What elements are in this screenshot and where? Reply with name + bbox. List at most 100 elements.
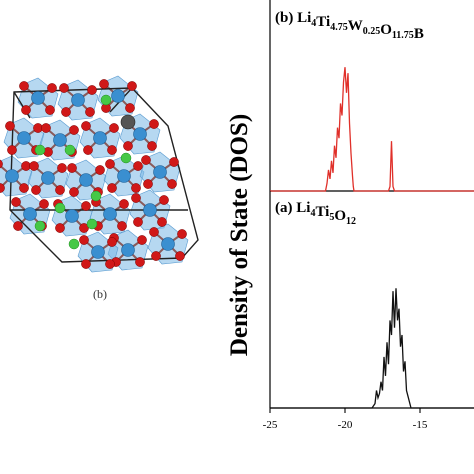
- formula-element: Li: [296, 200, 310, 216]
- oxygen-atom: [107, 145, 117, 155]
- formula-subscript: 5: [329, 212, 334, 223]
- structure-caption: (b): [93, 287, 107, 301]
- oxygen-atom: [41, 123, 51, 133]
- oxygen-atom: [117, 221, 127, 231]
- panel-label-prefix: (b): [275, 10, 297, 26]
- oxygen-atom: [31, 185, 41, 195]
- formula-subscript: 4: [310, 208, 315, 219]
- oxygen-atom: [119, 199, 129, 209]
- oxygen-atom: [67, 163, 77, 173]
- oxygen-atom: [55, 185, 65, 195]
- titanium-atom: [91, 245, 105, 259]
- oxygen-atom: [5, 121, 15, 131]
- lithium-atom: [120, 152, 132, 164]
- oxygen-atom: [149, 227, 159, 237]
- oxygen-atom: [19, 183, 29, 193]
- oxygen-atom: [141, 155, 151, 165]
- oxygen-atom: [157, 217, 167, 227]
- oxygen-atom: [95, 165, 105, 175]
- oxygen-atom: [0, 183, 5, 193]
- oxygen-atom: [47, 83, 57, 93]
- formula-subscript: 11.75: [392, 30, 414, 41]
- x-tick-label: -15: [413, 419, 428, 431]
- titanium-atom: [31, 91, 45, 105]
- oxygen-atom: [69, 187, 79, 197]
- oxygen-atom: [135, 257, 145, 267]
- oxygen-atom: [125, 103, 135, 113]
- oxygen-atom: [87, 85, 97, 95]
- titanium-atom: [111, 89, 125, 103]
- x-tick-label: -20: [338, 419, 353, 431]
- formula-subscript: 4.75: [330, 22, 348, 33]
- oxygen-atom: [39, 199, 49, 209]
- oxygen-atom: [149, 119, 159, 129]
- titanium-atom: [93, 131, 107, 145]
- oxygen-atom: [147, 141, 157, 151]
- oxygen-atom: [13, 221, 23, 231]
- titanium-atom: [79, 173, 93, 187]
- titanium-atom: [17, 131, 31, 145]
- oxygen-atom: [177, 229, 187, 239]
- panel-b-dos-curve: [270, 67, 474, 192]
- unit-cell-outline: [9, 87, 199, 263]
- lithium-atom: [34, 220, 46, 232]
- oxygen-atom: [21, 105, 31, 115]
- oxygen-atom: [133, 161, 143, 171]
- formula-element: Li: [297, 10, 311, 26]
- titanium-atom: [121, 243, 135, 257]
- oxygen-atom: [107, 183, 117, 193]
- oxygen-atom: [7, 145, 17, 155]
- oxygen-atom: [99, 79, 109, 89]
- oxygen-atom: [29, 161, 39, 171]
- titanium-atom: [65, 209, 79, 223]
- titanium-atom: [153, 165, 167, 179]
- oxygen-atom: [107, 237, 117, 247]
- oxygen-atom: [19, 81, 29, 91]
- oxygen-atom: [137, 235, 147, 245]
- oxygen-atom: [131, 183, 141, 193]
- formula-element: W: [348, 18, 363, 34]
- formula-element: Ti: [315, 204, 329, 220]
- titanium-atom: [53, 133, 67, 147]
- oxygen-atom: [105, 159, 115, 169]
- dos-panel-a: (a) Li4Ti5O12 -25 -20 -15: [263, 191, 474, 431]
- oxygen-atom: [151, 251, 161, 261]
- oxygen-atom: [57, 163, 67, 173]
- oxygen-atom: [85, 107, 95, 117]
- oxygen-atom: [175, 251, 185, 261]
- oxygen-atom: [69, 125, 79, 135]
- oxygen-atom: [81, 121, 91, 131]
- lithium-atom: [68, 238, 80, 250]
- formula-element: Ti: [316, 14, 330, 30]
- formula-subscript: 12: [346, 216, 356, 227]
- panel-b-label: (b) Li4Ti4.75W0.25O11.75B: [275, 10, 424, 42]
- tungsten-atom: [120, 114, 136, 130]
- formula-subscript: 4: [311, 18, 316, 29]
- oxygen-atom: [143, 179, 153, 189]
- panel-label-prefix: (a): [275, 200, 296, 216]
- titanium-atom: [71, 93, 85, 107]
- oxygen-atom: [0, 159, 3, 169]
- titanium-atom: [103, 207, 117, 221]
- oxygen-atom: [105, 259, 115, 269]
- x-tick-label: -25: [263, 419, 278, 431]
- titanium-atom: [117, 169, 131, 183]
- x-axis-ticks: -25 -20 -15: [263, 408, 428, 431]
- lithium-atom: [54, 202, 66, 214]
- titanium-atom: [41, 171, 55, 185]
- oxygen-atom: [55, 223, 65, 233]
- titanium-atom: [23, 207, 37, 221]
- oxygen-atom: [159, 195, 169, 205]
- lithium-atom: [90, 190, 102, 202]
- formula-subscript: 0.25: [363, 26, 381, 37]
- dos-panel-b: (b) Li4Ti4.75W0.25O11.75B: [269, 0, 474, 192]
- lithium-atom: [86, 218, 98, 230]
- lithium-atom: [100, 94, 112, 106]
- titanium-atom: [161, 237, 175, 251]
- formula-element: O: [380, 22, 392, 38]
- titanium-atom: [5, 169, 19, 183]
- oxygen-atom: [61, 107, 71, 117]
- oxygen-atom: [123, 141, 133, 151]
- lithium-atom: [64, 144, 76, 156]
